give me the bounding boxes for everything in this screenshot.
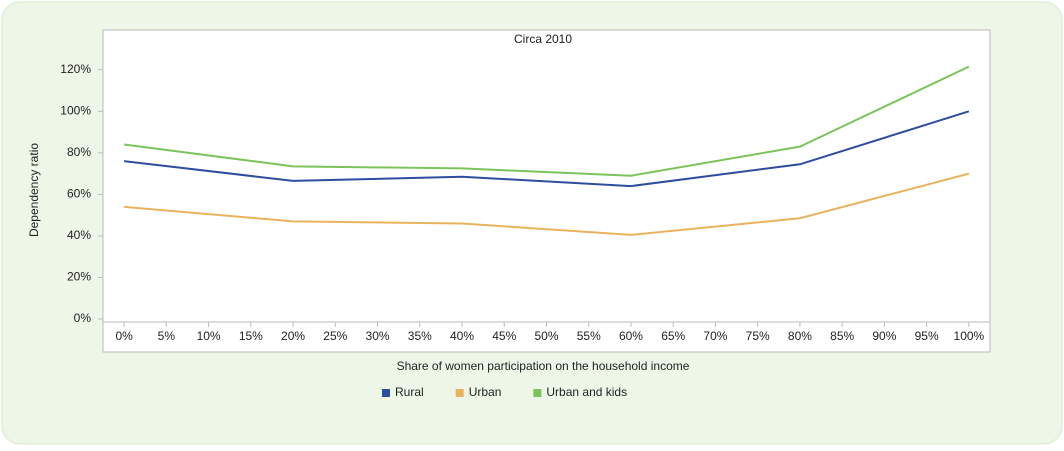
- legend-label: Urban and kids: [546, 385, 627, 399]
- x-tick-label: 75%: [746, 329, 770, 343]
- x-tick-label: 80%: [788, 329, 812, 343]
- x-tick-label: 5%: [158, 329, 176, 343]
- x-tick-label: 30%: [366, 329, 390, 343]
- x-tick-label: 65%: [661, 329, 685, 343]
- x-axis-title: Share of women participation on the hous…: [397, 359, 690, 373]
- x-tick-label: 45%: [492, 329, 516, 343]
- y-tick-label: 60%: [67, 187, 91, 201]
- legend-label: Rural: [395, 385, 424, 399]
- y-tick-label: 80%: [67, 145, 91, 159]
- x-tick-label: 35%: [408, 329, 432, 343]
- series-line: [124, 110, 970, 188]
- legend-swatch: [533, 389, 542, 397]
- x-tick-label: 20%: [281, 329, 305, 343]
- x-tick-label: 25%: [323, 329, 347, 343]
- x-tick-label: 40%: [450, 329, 474, 343]
- y-tick-label: 20%: [67, 270, 91, 284]
- series-line: [124, 172, 970, 236]
- y-tick-label: 0%: [74, 311, 92, 325]
- legend-label: Urban: [469, 385, 502, 399]
- x-tick-label: 60%: [619, 329, 643, 343]
- x-tick-label: 70%: [703, 329, 727, 343]
- legend-swatch: [382, 389, 390, 397]
- chart-title: Circa 2010: [514, 32, 572, 46]
- x-tick-label: 100%: [954, 329, 985, 343]
- x-tick-label: 55%: [577, 329, 601, 343]
- x-tick-label: 85%: [830, 329, 854, 343]
- y-tick-label: 40%: [67, 228, 91, 242]
- y-tick-label: 120%: [60, 62, 91, 76]
- x-tick-label: 90%: [872, 329, 896, 343]
- x-tick-label: 15%: [239, 329, 263, 343]
- x-tick-label: 0%: [115, 329, 133, 343]
- legend-swatch: [455, 389, 464, 397]
- x-tick-label: 10%: [197, 329, 221, 343]
- x-tick-label: 95%: [915, 329, 939, 343]
- plot-area: [102, 29, 991, 353]
- y-tick-label: 100%: [60, 103, 91, 117]
- series-line: [123, 65, 970, 177]
- y-axis-title: Dependency ratio: [27, 143, 41, 237]
- x-tick-label: 50%: [534, 329, 558, 343]
